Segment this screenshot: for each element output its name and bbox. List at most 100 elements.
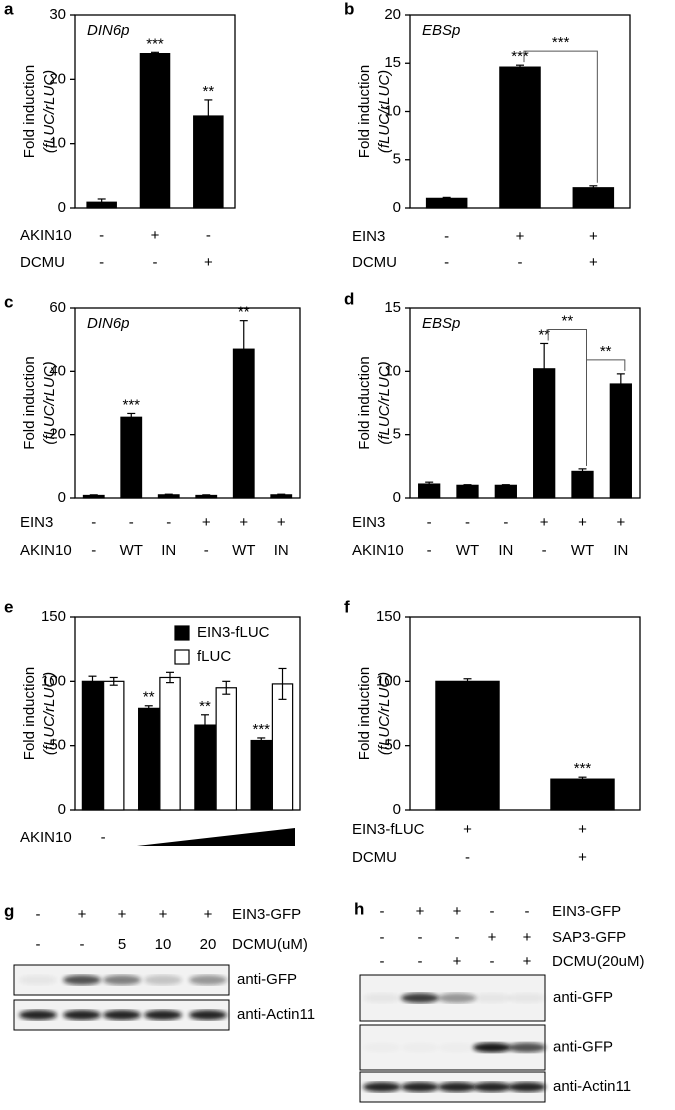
y-tick-label: 0 bbox=[393, 801, 401, 818]
antibody-label: anti-GFP bbox=[553, 989, 613, 1006]
condition-label: - bbox=[465, 514, 470, 531]
significance-label: *** bbox=[252, 721, 270, 738]
condition-name: DCMU bbox=[352, 849, 397, 866]
error-bar bbox=[239, 320, 248, 379]
error-bar bbox=[578, 776, 587, 782]
blot-band bbox=[103, 1010, 141, 1020]
y-tick-label: 50 bbox=[384, 737, 401, 754]
y-axis-label: (fLUC/rLUC) bbox=[41, 70, 58, 153]
blot-band bbox=[401, 1082, 439, 1092]
bar bbox=[499, 66, 541, 209]
condition-label: - bbox=[36, 936, 41, 953]
y-axis-label: Fold induction bbox=[356, 356, 373, 449]
condition-label: + bbox=[277, 514, 286, 531]
bar bbox=[139, 52, 171, 209]
error-bar bbox=[578, 468, 587, 475]
y-tick-label: 15 bbox=[384, 54, 401, 71]
blot-band bbox=[473, 1042, 511, 1053]
error-bar bbox=[540, 342, 549, 395]
plot-frame bbox=[74, 307, 301, 499]
blot-band bbox=[103, 975, 141, 985]
condition-label: + bbox=[516, 228, 525, 245]
bar bbox=[494, 484, 517, 499]
condition-label: WT bbox=[120, 542, 143, 559]
condition-label: - bbox=[129, 514, 134, 531]
error-bar bbox=[616, 373, 625, 395]
condition-label: - bbox=[380, 929, 385, 946]
condition-label: 10 bbox=[155, 936, 172, 953]
y-axis-label: (fLUC/rLUC) bbox=[376, 70, 393, 153]
error-bar bbox=[88, 675, 97, 688]
y-tick-label: 5 bbox=[393, 426, 401, 443]
blot-band bbox=[19, 975, 57, 985]
significance-label: *** bbox=[146, 35, 164, 52]
error-bar bbox=[589, 185, 598, 191]
condition-label: + bbox=[616, 514, 625, 531]
blot-band bbox=[63, 975, 101, 985]
condition-name: DCMU(uM) bbox=[232, 936, 308, 953]
bar bbox=[138, 707, 160, 811]
error-bar bbox=[202, 494, 211, 497]
condition-label: + bbox=[159, 906, 168, 923]
condition-label: 20 bbox=[200, 936, 217, 953]
condition-label: + bbox=[488, 929, 497, 946]
bar bbox=[250, 739, 272, 811]
blot-band bbox=[508, 1042, 546, 1053]
bar bbox=[550, 778, 615, 811]
antibody-label: anti-GFP bbox=[553, 1038, 613, 1055]
panel-label: a bbox=[4, 0, 14, 18]
gene-annotation: DIN6p bbox=[87, 315, 130, 332]
condition-label: - bbox=[80, 936, 85, 953]
y-axis-label: Fold induction bbox=[21, 65, 38, 158]
error-bar bbox=[204, 99, 213, 133]
blot-band bbox=[363, 1043, 401, 1053]
condition-name: EIN3 bbox=[352, 228, 385, 245]
bracket-label: *** bbox=[552, 34, 570, 51]
condition-label: - bbox=[444, 228, 449, 245]
condition-label: - bbox=[503, 514, 508, 531]
error-bar bbox=[164, 493, 173, 497]
bar bbox=[609, 383, 632, 499]
condition-name: AKIN10 bbox=[20, 542, 72, 559]
y-axis-label: Fold induction bbox=[21, 356, 38, 449]
significance-label: *** bbox=[122, 396, 140, 413]
bar bbox=[81, 680, 104, 811]
bracket-label: ** bbox=[561, 312, 573, 329]
error-bar bbox=[463, 484, 472, 487]
condition-label: - bbox=[166, 514, 171, 531]
error-bar bbox=[127, 412, 136, 422]
condition-label: + bbox=[523, 953, 532, 970]
significance-label: ** bbox=[202, 83, 214, 100]
y-tick-label: 150 bbox=[376, 608, 401, 625]
blot-band bbox=[63, 1010, 101, 1020]
condition-name: SAP3-GFP bbox=[552, 929, 626, 946]
y-tick-label: 5 bbox=[393, 151, 401, 168]
condition-label: + bbox=[202, 514, 211, 531]
bar bbox=[435, 680, 500, 811]
condition-label: - bbox=[101, 829, 106, 846]
condition-label: - bbox=[418, 953, 423, 970]
bracket-label: ** bbox=[600, 343, 612, 360]
blot-band bbox=[19, 1010, 57, 1020]
condition-label: - bbox=[444, 254, 449, 271]
condition-label: 5 bbox=[118, 936, 126, 953]
blot-band bbox=[438, 993, 476, 1003]
condition-label: - bbox=[36, 906, 41, 923]
y-axis-label: (fLUC/rLUC) bbox=[376, 672, 393, 755]
condition-label: - bbox=[427, 542, 432, 559]
significance-label: *** bbox=[574, 760, 592, 777]
y-tick-label: 20 bbox=[49, 70, 66, 87]
condition-label: + bbox=[416, 903, 425, 920]
condition-label: - bbox=[542, 542, 547, 559]
error-bar bbox=[442, 196, 451, 200]
error-bar bbox=[97, 198, 106, 207]
antibody-label: anti-GFP bbox=[237, 971, 297, 988]
antibody-label: anti-Actin11 bbox=[553, 1078, 631, 1095]
blot-band bbox=[363, 1082, 401, 1092]
condition-label: - bbox=[427, 514, 432, 531]
error-bar bbox=[425, 481, 434, 487]
y-tick-label: 100 bbox=[376, 672, 401, 689]
blot-band bbox=[473, 993, 511, 1003]
y-tick-label: 0 bbox=[393, 489, 401, 506]
